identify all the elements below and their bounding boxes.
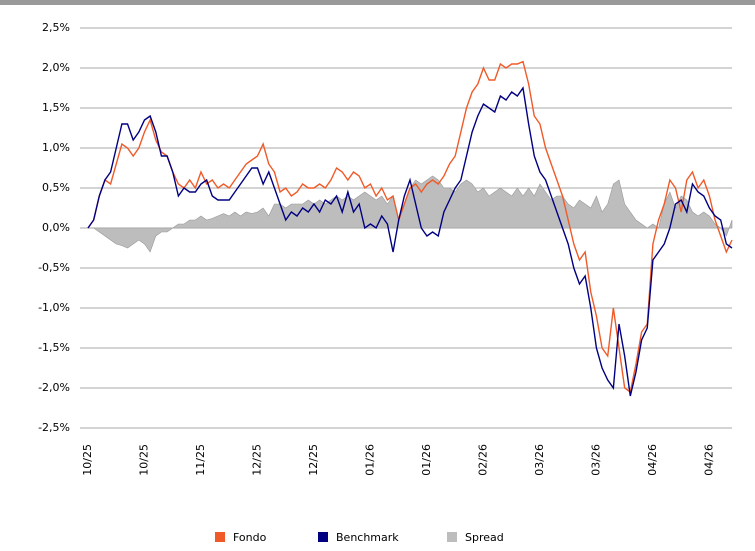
x-tick-label: 11/25 <box>194 444 207 476</box>
x-tick-label: 03/26 <box>589 444 602 476</box>
top-bar <box>0 0 755 5</box>
y-tick-label: 0,5% <box>42 181 70 194</box>
x-tick-label: 03/26 <box>533 444 546 476</box>
x-tick-label: 10/25 <box>137 444 150 476</box>
x-tick-label: 01/26 <box>420 444 433 476</box>
legend-swatch <box>215 532 225 542</box>
y-tick-label: -1,5% <box>38 341 70 354</box>
legend-label: Spread <box>465 531 504 544</box>
legend-label: Fondo <box>233 531 267 544</box>
legend-swatch <box>447 532 457 542</box>
y-tick-label: -2,5% <box>38 421 70 434</box>
y-tick-label: 0,0% <box>42 221 70 234</box>
x-tick-label: 12/25 <box>250 444 263 476</box>
series-line <box>87 86 733 397</box>
y-tick-label: 1,0% <box>42 141 70 154</box>
legend-swatch <box>318 532 328 542</box>
x-tick-label: 02/26 <box>476 444 489 476</box>
y-tick-label: 2,0% <box>42 61 70 74</box>
x-tick-label: 04/26 <box>646 444 659 476</box>
y-tick-label: 1,5% <box>42 101 70 114</box>
legend-label: Benchmark <box>336 531 399 544</box>
y-tick-label: -1,0% <box>38 301 70 314</box>
series-line <box>87 60 733 394</box>
y-tick-label: 2,5% <box>42 21 70 34</box>
y-tick-label: -2,0% <box>38 381 70 394</box>
x-tick-label: 10/25 <box>81 444 94 476</box>
x-tick-label: 04/26 <box>702 444 715 476</box>
x-tick-label: 01/26 <box>363 444 376 476</box>
x-tick-label: 12/25 <box>307 444 320 476</box>
y-tick-label: -0,5% <box>38 261 70 274</box>
spread-area <box>88 175 733 253</box>
